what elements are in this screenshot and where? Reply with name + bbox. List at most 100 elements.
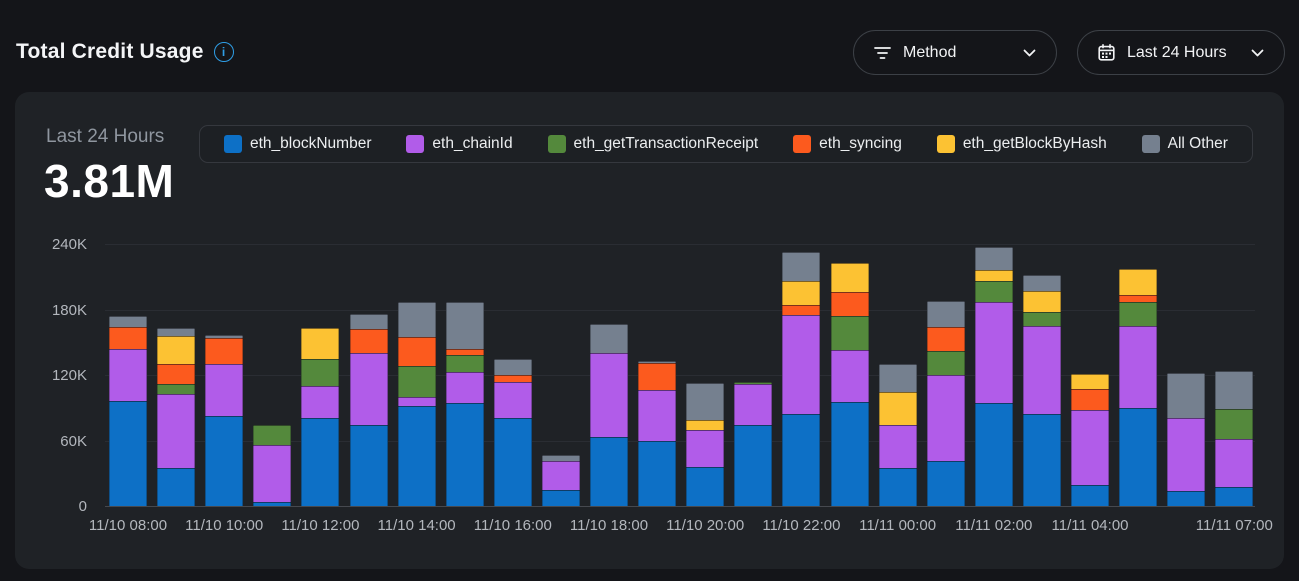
bar-segment-eth_blockNumber[interactable]	[590, 437, 628, 506]
bar-stack[interactable]	[1071, 244, 1109, 506]
bar-segment-eth_blockNumber[interactable]	[686, 467, 724, 506]
legend-item-eth_getTransactionReceipt[interactable]: eth_getTransactionReceipt	[548, 135, 759, 153]
bar-segment-eth_blockNumber[interactable]	[494, 418, 532, 506]
bar-segment-eth_blockNumber[interactable]	[879, 468, 917, 506]
bar-segment-eth_syncing[interactable]	[398, 337, 436, 366]
bar-segment-eth_blockNumber[interactable]	[446, 403, 484, 506]
bar-segment-eth_getBlockByHash[interactable]	[1023, 291, 1061, 312]
bar-segment-eth_syncing[interactable]	[1119, 295, 1157, 302]
bar-segment-eth_getTransactionReceipt[interactable]	[301, 359, 339, 386]
bar-segment-eth_blockNumber[interactable]	[1071, 485, 1109, 506]
bar-stack[interactable]	[301, 244, 339, 506]
bar-segment-eth_getBlockByHash[interactable]	[1071, 374, 1109, 389]
bar-segment-eth_chainId[interactable]	[782, 315, 820, 414]
bar-segment-All Other[interactable]	[109, 316, 147, 327]
bar-segment-eth_syncing[interactable]	[782, 305, 820, 315]
bar-segment-eth_chainId[interactable]	[350, 353, 388, 425]
bar-stack[interactable]	[109, 244, 147, 506]
bar-segment-eth_chainId[interactable]	[446, 372, 484, 404]
bar-segment-eth_chainId[interactable]	[205, 364, 243, 416]
bar-segment-eth_blockNumber[interactable]	[253, 502, 291, 506]
bar-stack[interactable]	[350, 244, 388, 506]
bar-segment-All Other[interactable]	[1167, 373, 1205, 418]
bar-stack[interactable]	[205, 244, 243, 506]
bar-segment-eth_getBlockByHash[interactable]	[1119, 269, 1157, 295]
bar-stack[interactable]	[446, 244, 484, 506]
bar-stack[interactable]	[638, 244, 676, 506]
time-range-dropdown[interactable]: Last 24 Hours	[1077, 30, 1285, 75]
bar-stack[interactable]	[398, 244, 436, 506]
bar-segment-eth_getTransactionReceipt[interactable]	[1119, 302, 1157, 326]
bar-segment-eth_syncing[interactable]	[205, 338, 243, 364]
bar-segment-All Other[interactable]	[494, 359, 532, 375]
bar-segment-eth_getBlockByHash[interactable]	[831, 263, 869, 292]
bar-segment-eth_syncing[interactable]	[1071, 389, 1109, 410]
bar-segment-eth_blockNumber[interactable]	[109, 401, 147, 506]
bar-segment-All Other[interactable]	[398, 302, 436, 337]
bar-stack[interactable]	[1167, 244, 1205, 506]
bar-segment-eth_blockNumber[interactable]	[542, 490, 580, 506]
bar-segment-eth_blockNumber[interactable]	[1119, 408, 1157, 506]
bar-segment-eth_blockNumber[interactable]	[398, 406, 436, 506]
bar-stack[interactable]	[494, 244, 532, 506]
bar-segment-eth_blockNumber[interactable]	[350, 425, 388, 506]
bar-segment-eth_chainId[interactable]	[686, 430, 724, 467]
bar-segment-All Other[interactable]	[157, 328, 195, 336]
bar-segment-eth_chainId[interactable]	[734, 384, 772, 425]
bar-segment-All Other[interactable]	[879, 364, 917, 392]
bar-segment-eth_blockNumber[interactable]	[301, 418, 339, 506]
bar-segment-eth_blockNumber[interactable]	[782, 414, 820, 506]
bar-segment-All Other[interactable]	[782, 252, 820, 281]
bar-stack[interactable]	[1215, 244, 1253, 506]
bar-segment-eth_blockNumber[interactable]	[1023, 414, 1061, 506]
bar-segment-All Other[interactable]	[1023, 275, 1061, 291]
bar-stack[interactable]	[782, 244, 820, 506]
legend-item-All Other[interactable]: All Other	[1142, 135, 1228, 153]
bar-segment-eth_getBlockByHash[interactable]	[686, 420, 724, 430]
bar-segment-eth_blockNumber[interactable]	[157, 468, 195, 506]
bar-stack[interactable]	[253, 244, 291, 506]
legend-item-eth_getBlockByHash[interactable]: eth_getBlockByHash	[937, 135, 1107, 153]
bar-segment-eth_getBlockByHash[interactable]	[157, 336, 195, 364]
bar-segment-eth_getBlockByHash[interactable]	[975, 270, 1013, 281]
bar-segment-eth_syncing[interactable]	[109, 327, 147, 349]
bar-segment-eth_chainId[interactable]	[494, 382, 532, 418]
bar-segment-eth_syncing[interactable]	[157, 364, 195, 384]
legend-item-eth_blockNumber[interactable]: eth_blockNumber	[224, 135, 371, 153]
bar-segment-eth_getBlockByHash[interactable]	[301, 328, 339, 359]
bar-stack[interactable]	[686, 244, 724, 506]
bar-segment-eth_getTransactionReceipt[interactable]	[398, 366, 436, 397]
bar-segment-eth_blockNumber[interactable]	[831, 402, 869, 506]
bar-segment-All Other[interactable]	[638, 361, 676, 363]
bar-segment-All Other[interactable]	[975, 247, 1013, 270]
bar-segment-eth_syncing[interactable]	[494, 375, 532, 382]
bar-segment-eth_blockNumber[interactable]	[638, 441, 676, 507]
bar-segment-eth_chainId[interactable]	[1023, 326, 1061, 414]
bar-segment-eth_getTransactionReceipt[interactable]	[157, 384, 195, 394]
bar-stack[interactable]	[157, 244, 195, 506]
bar-segment-eth_getBlockByHash[interactable]	[782, 281, 820, 305]
bar-segment-All Other[interactable]	[1215, 371, 1253, 409]
bar-segment-eth_chainId[interactable]	[975, 302, 1013, 404]
bar-segment-eth_getTransactionReceipt[interactable]	[253, 425, 291, 445]
bar-segment-eth_chainId[interactable]	[157, 394, 195, 468]
bar-segment-eth_chainId[interactable]	[1071, 410, 1109, 485]
bar-segment-eth_chainId[interactable]	[927, 375, 965, 461]
bar-segment-eth_syncing[interactable]	[638, 363, 676, 390]
bar-segment-eth_syncing[interactable]	[831, 292, 869, 316]
legend-item-eth_chainId[interactable]: eth_chainId	[406, 135, 512, 153]
bar-segment-eth_getTransactionReceipt[interactable]	[734, 382, 772, 384]
bar-segment-eth_getTransactionReceipt[interactable]	[1215, 409, 1253, 440]
bar-segment-eth_getTransactionReceipt[interactable]	[831, 316, 869, 350]
bar-segment-eth_chainId[interactable]	[638, 390, 676, 440]
bar-segment-eth_chainId[interactable]	[253, 445, 291, 502]
bar-segment-eth_getTransactionReceipt[interactable]	[927, 351, 965, 375]
bar-stack[interactable]	[831, 244, 869, 506]
bar-segment-eth_getTransactionReceipt[interactable]	[1023, 312, 1061, 326]
bar-segment-All Other[interactable]	[446, 302, 484, 349]
bar-stack[interactable]	[927, 244, 965, 506]
bar-stack[interactable]	[879, 244, 917, 506]
bar-stack[interactable]	[975, 244, 1013, 506]
bar-segment-eth_chainId[interactable]	[398, 397, 436, 406]
bar-segment-eth_syncing[interactable]	[927, 327, 965, 351]
